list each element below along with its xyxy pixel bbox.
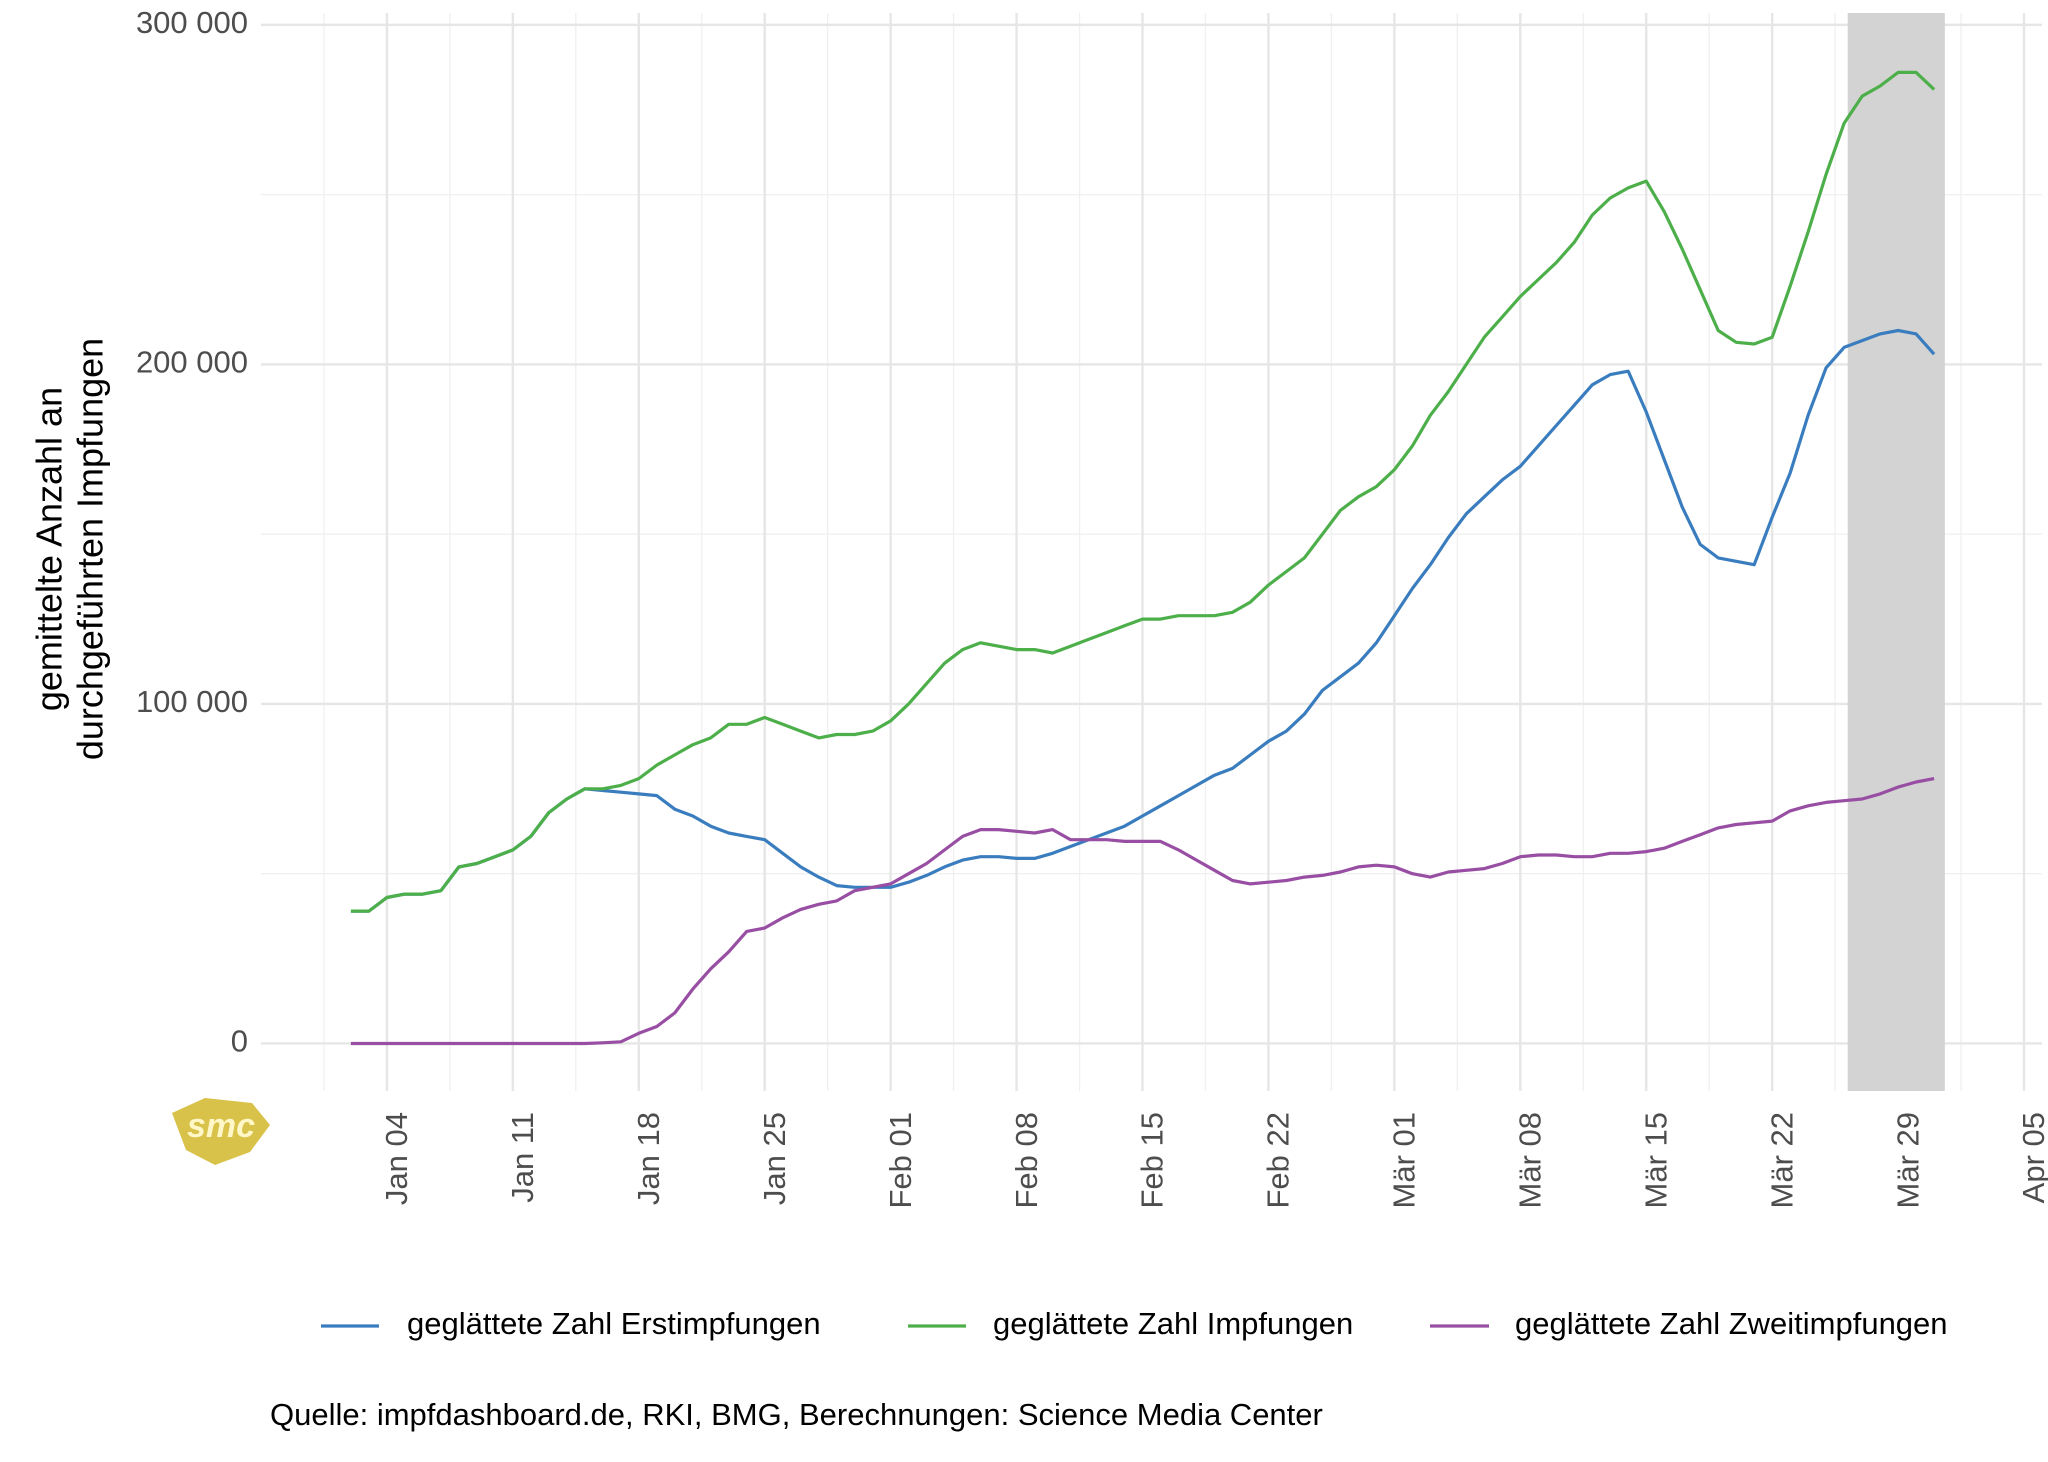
source-note: Quelle: impfdashboard.de, RKI, BMG, Bere… [270, 1397, 1323, 1432]
y-axis-title: gemittelte Anzahl an [29, 387, 70, 711]
logo-shape [172, 1098, 270, 1165]
series-line [350, 777, 1935, 1046]
x-tick-label: Jan 04 [379, 1112, 414, 1205]
legend-item: geglättete Zahl Zweitimpfungen [1430, 1306, 1948, 1341]
y-axis-title: durchgeführten Impfungen [70, 338, 111, 760]
x-tick-label: Jan 11 [505, 1112, 540, 1203]
x-tick-label: Feb 15 [1135, 1112, 1170, 1209]
x-tick-label: Jan 18 [631, 1112, 666, 1205]
y-tick-label: 100 000 [136, 684, 248, 719]
x-tick-label: Apr 05 [2016, 1112, 2048, 1203]
x-tick-label: Mär 01 [1387, 1112, 1422, 1208]
y-tick-label: 300 000 [136, 5, 248, 40]
logo-text: smc [187, 1107, 255, 1145]
x-tick-label: Feb 22 [1261, 1112, 1296, 1209]
x-tick-label: Mär 08 [1512, 1112, 1547, 1208]
x-tick-label: Jan 25 [757, 1112, 792, 1205]
series-line [350, 328, 1936, 913]
series-line [350, 70, 1936, 913]
x-tick-label: Feb 08 [1009, 1112, 1044, 1209]
x-tick-label: Mär 15 [1638, 1112, 1673, 1208]
legend-item: geglättete Zahl Impfungen [908, 1306, 1353, 1341]
x-tick-label: Mär 29 [1890, 1112, 1925, 1208]
legend-label: geglättete Zahl Zweitimpfungen [1515, 1306, 1948, 1341]
x-tick-label: Mär 22 [1764, 1112, 1799, 1208]
x-tick-label: Feb 01 [883, 1112, 918, 1209]
grid [261, 13, 2042, 1091]
logo: smc [172, 1098, 270, 1165]
legend-label: geglättete Zahl Erstimpfungen [407, 1306, 821, 1341]
legend-label: geglättete Zahl Impfungen [993, 1306, 1353, 1341]
highlight-band [1847, 13, 1945, 1091]
y-tick-label: 200 000 [136, 345, 248, 380]
legend-item: geglättete Zahl Erstimpfungen [321, 1306, 821, 1341]
y-tick-label: 0 [231, 1024, 248, 1059]
